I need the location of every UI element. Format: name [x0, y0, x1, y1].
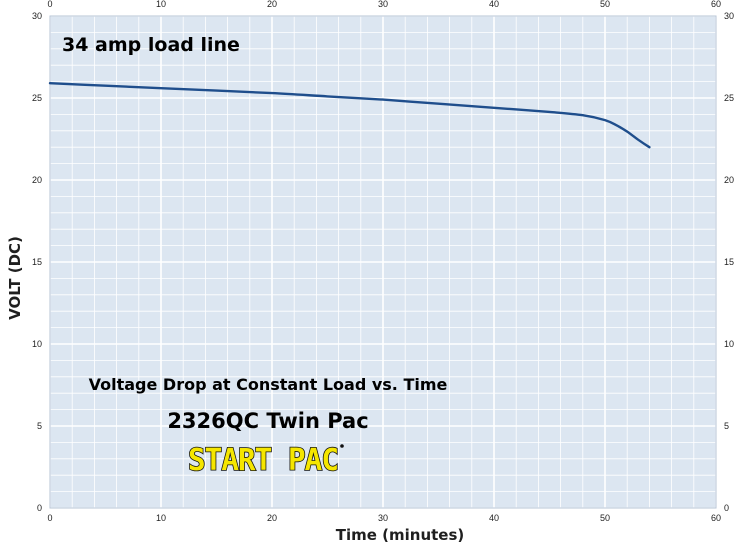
y-tick-label-left: 30	[32, 11, 42, 21]
y-tick-label-left: 10	[32, 339, 42, 349]
x-tick-label-top: 0	[47, 0, 52, 9]
y-tick-label-left: 15	[32, 257, 42, 267]
x-tick-label-top: 40	[489, 0, 499, 9]
x-tick-label-top: 20	[267, 0, 277, 9]
y-axis-title: VOLT (DC)	[6, 236, 24, 320]
start-pac-logo: START PAC	[187, 442, 344, 479]
x-axis-title: Time (minutes)	[336, 526, 465, 544]
y-tick-label-right: 15	[724, 257, 734, 267]
y-tick-label-right: 20	[724, 175, 734, 185]
load-line-annotation: 34 amp load line	[62, 34, 240, 56]
y-tick-label-left: 25	[32, 93, 42, 103]
y-tick-label-right: 10	[724, 339, 734, 349]
y-tick-label-left: 5	[37, 421, 42, 431]
x-tick-label-bottom: 0	[47, 513, 52, 523]
series-line	[48, 82, 651, 149]
x-tick-label-bottom: 50	[600, 513, 610, 523]
x-tick-label-bottom: 40	[489, 513, 499, 523]
grid-lines	[49, 15, 717, 509]
y-tick-label-right: 5	[724, 421, 729, 431]
x-tick-label-bottom: 20	[267, 513, 277, 523]
y-tick-label-right: 25	[724, 93, 734, 103]
x-tick-label-top: 50	[600, 0, 610, 9]
y-tick-label-right: 30	[724, 11, 734, 21]
x-tick-label-bottom: 10	[156, 513, 166, 523]
y-tick-label-left: 0	[37, 503, 42, 513]
y-tick-label-left: 20	[32, 175, 42, 185]
x-tick-label-top: 10	[156, 0, 166, 9]
y-tick-label-right: 0	[724, 503, 729, 513]
start-pac-logo-text: START PAC	[188, 443, 338, 478]
x-tick-label-top: 60	[711, 0, 721, 9]
plot-border	[49, 15, 717, 509]
x-tick-label-bottom: 60	[711, 513, 721, 523]
x-tick-label-top: 30	[378, 0, 388, 9]
chart-title-line2: 2326QC Twin Pac	[167, 409, 368, 433]
x-tick-label-bottom: 30	[378, 513, 388, 523]
logo-registered-dot	[340, 444, 344, 448]
chart-title-line1: Voltage Drop at Constant Load vs. Time	[89, 375, 448, 394]
